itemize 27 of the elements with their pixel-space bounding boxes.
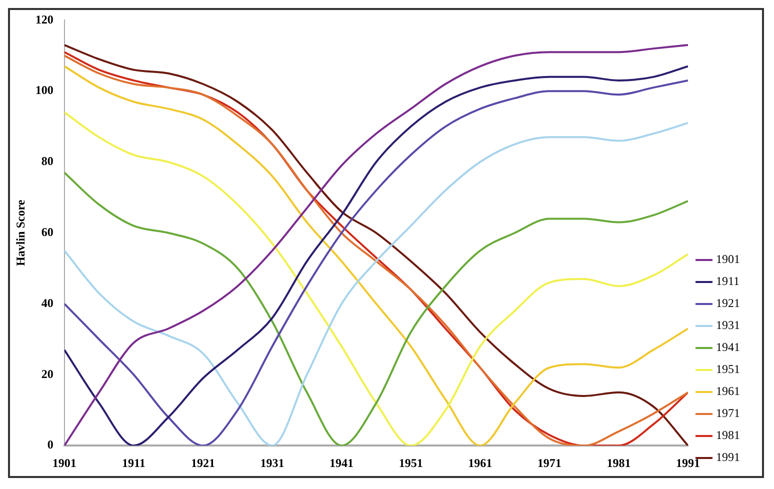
y-tick-label: 20 (41, 366, 54, 381)
x-tick-label: 1951 (398, 456, 423, 470)
legend-label: 1931 (716, 318, 740, 332)
y-axis-title: Havlin Score (13, 199, 28, 266)
y-tick-label: 60 (41, 224, 54, 239)
x-tick-label: 1971 (537, 456, 562, 470)
y-tick-label: 80 (41, 154, 54, 168)
y-tick-label: 120 (35, 12, 54, 26)
legend-label: 1921 (716, 296, 740, 310)
legend-label: 1961 (716, 384, 740, 398)
x-tick-label: 1961 (468, 456, 492, 470)
y-tick-label: 100 (35, 83, 54, 98)
legend-label: 1971 (716, 406, 740, 420)
x-tick-label: 1981 (606, 456, 631, 470)
legend-label: 1981 (716, 428, 740, 442)
legend-label: 1951 (716, 362, 740, 376)
y-tick-label: 0 (47, 438, 54, 452)
x-tick-label: 1921 (190, 456, 215, 470)
x-tick-label: 1901 (52, 456, 76, 470)
x-tick-label: 1931 (260, 456, 284, 470)
legend-label: 1901 (716, 252, 740, 266)
x-tick-label: 1941 (330, 456, 354, 470)
y-tick-label: 40 (41, 296, 54, 310)
legend-label: 1911 (716, 274, 740, 288)
x-tick-label: 1991 (676, 456, 700, 470)
x-tick-label: 1911 (122, 456, 146, 470)
legend-label: 1941 (716, 340, 740, 354)
